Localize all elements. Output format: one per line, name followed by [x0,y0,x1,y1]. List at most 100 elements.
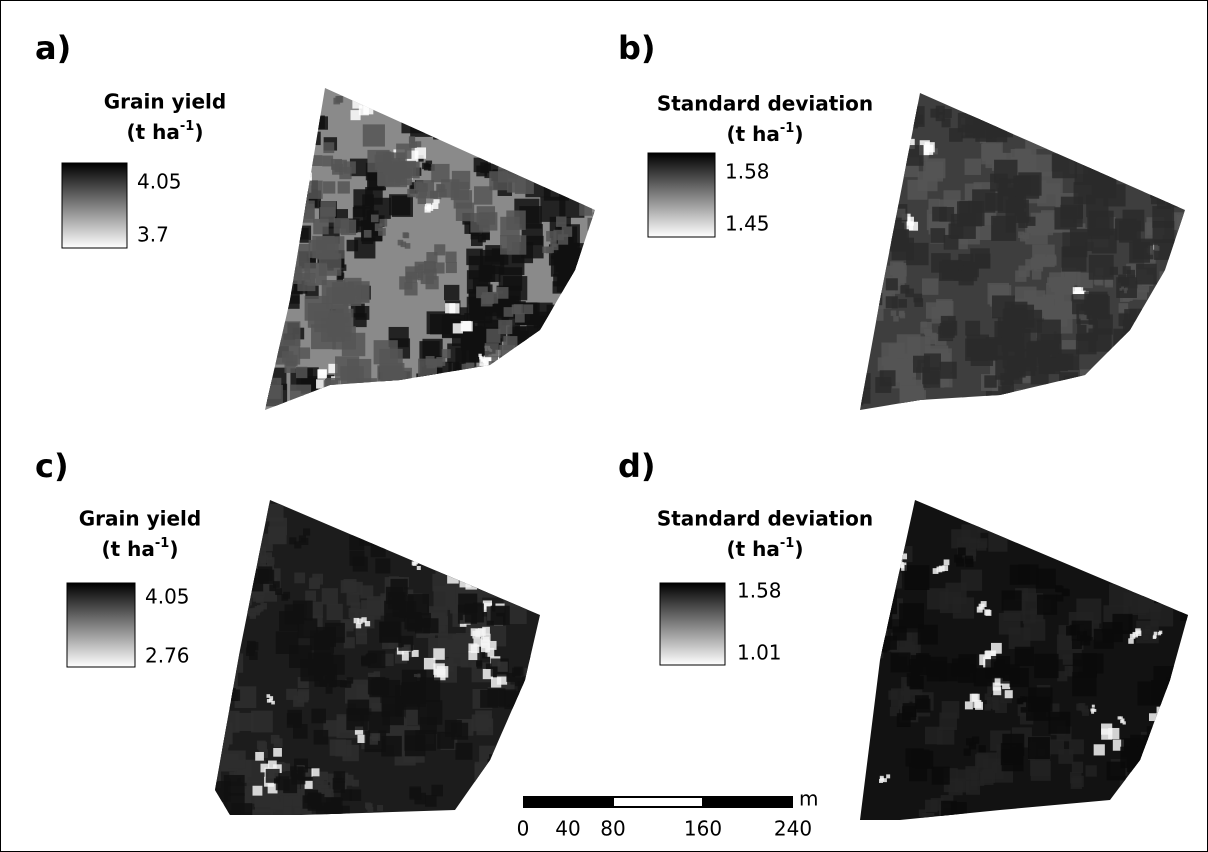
map-pixel [291,770,305,784]
map-pixel [913,294,922,303]
legend-title: Grain yield [104,90,226,114]
map-pixel [412,650,419,657]
map-pixel [920,322,932,334]
map-pixel [486,663,492,669]
map-pixel [965,321,980,336]
map-pixel [487,606,506,625]
map-pixel [354,206,366,218]
map-pixel [889,344,903,358]
map-pixel [323,181,335,193]
legend-min: 1.45 [725,212,770,236]
map-pixel [917,699,931,713]
map-pixel [1003,309,1026,332]
map-pixel [430,314,450,334]
figure: a)Grain yield(t ha-1)4.053.7b)Standard d… [0,0,1208,852]
map-pixel [375,223,383,231]
map-pixel [228,750,246,768]
scale-label: 80 [600,817,625,841]
map-pixel [446,262,457,273]
map-pixel [343,288,361,306]
map-pixel [972,189,995,212]
map-pixel [1071,778,1082,789]
map-pixel [491,677,501,687]
map-pixel [980,771,994,785]
map-pixel [906,243,928,265]
map-pixel [1002,749,1024,771]
map-pixel [497,287,509,299]
map-pixel [468,651,477,660]
map-pixel [410,788,422,800]
map-pixel [275,588,282,595]
map-pixel [1015,270,1026,281]
map-pixel [1145,629,1150,634]
map-pixel [1009,627,1031,649]
map-pixel [965,701,973,709]
map-pixel [1051,283,1059,291]
map-pixel [933,568,939,574]
legend-min: 1.01 [737,641,782,665]
map-pixel [899,311,904,316]
map-pixel [258,566,272,580]
map-pixel [940,323,955,338]
map-pixel [993,683,1001,691]
map-pixel [251,711,273,733]
map-pixel [939,566,945,572]
map-pixel [325,676,332,683]
map-pixel [482,653,488,659]
map-pixel [985,610,991,616]
unit-text: ) [794,537,803,561]
map-pixel [961,570,982,591]
map-pixel [322,588,338,604]
map-pixel [268,761,277,770]
map-pixel [939,261,959,281]
map-pixel [363,124,385,146]
map-pixel [886,774,890,778]
map-pixel [1123,210,1145,232]
map-pixel [558,234,568,244]
map-pixel [445,252,456,263]
scale-label: 160 [684,817,722,841]
map-pixel [909,659,922,672]
map-pixel [909,763,927,781]
map-pixel [344,637,355,648]
map-pixel [301,538,308,545]
map-pixel [297,273,315,291]
map-pixel [1034,262,1043,271]
map-pixel [498,320,512,334]
map-pixel [380,622,401,643]
map-pixel [294,759,308,773]
panel-label: c) [35,447,69,485]
map-pixel [437,732,454,749]
panel-label: a) [35,29,71,67]
map-pixel [1092,229,1117,254]
map-pixel [1002,329,1024,351]
map-pixel [314,730,329,745]
map-pixel [1072,762,1083,773]
map-pixel [880,776,884,780]
map-pixel [1129,242,1150,263]
map-pixel [944,559,950,565]
map-pixel [923,371,940,388]
map-pixel [1136,264,1157,285]
map-pixel [523,304,533,314]
map-pixel [269,584,276,591]
map-pixel [1087,296,1110,319]
map-pixel [339,167,351,179]
map-pixel [886,296,898,308]
map-pixel [427,205,433,211]
map-pixel [311,709,326,724]
map-pixel [546,231,556,241]
map-pixel [330,739,346,755]
map-pixel [303,528,310,535]
legend-min: 2.76 [145,644,190,668]
map-pixel [325,789,334,798]
map-pixel [958,548,966,556]
map-pixel [987,697,999,709]
unit-text: (t ha [727,122,780,146]
map-pixel [415,147,426,158]
map-pixel [267,699,271,703]
map-pixel [452,171,470,189]
map-pixel [556,216,566,226]
map-pixel [352,780,359,787]
map-pixel [276,776,290,790]
